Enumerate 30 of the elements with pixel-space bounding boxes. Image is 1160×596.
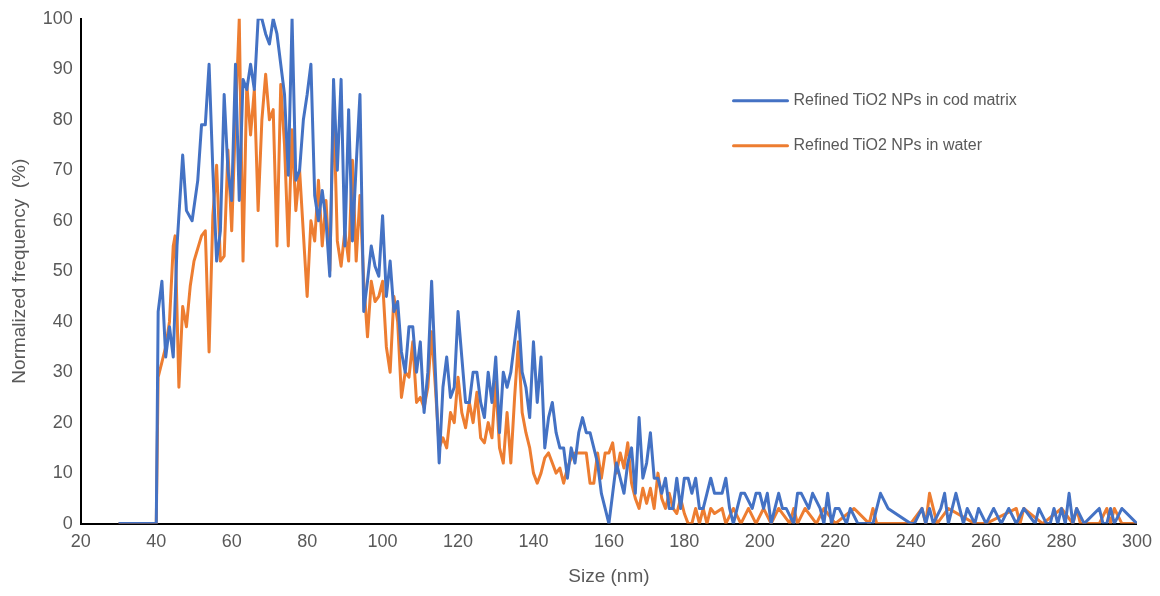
y-tick-label: 70 (52, 159, 73, 180)
x-tick-label: 200 (744, 531, 775, 552)
x-tick-label: 140 (518, 531, 549, 552)
x-tick-label: 100 (367, 531, 398, 552)
x-tick-label: 300 (1121, 531, 1153, 552)
y-tick-label: 100 (42, 7, 73, 28)
x-tick-label: 40 (146, 531, 167, 552)
y-tick-label: 10 (52, 462, 73, 483)
x-tick-label: 220 (820, 531, 851, 552)
y-tick-label: 30 (52, 361, 73, 382)
x-tick-label: 240 (895, 531, 926, 552)
y-tick-label: 50 (52, 260, 73, 281)
y-tick-label: 0 (62, 512, 73, 533)
y-tick-label: 60 (52, 209, 73, 230)
x-tick-label: 160 (593, 531, 624, 552)
y-tick-label: 40 (52, 310, 73, 331)
y-tick-label: 80 (52, 108, 73, 129)
legend-label: Refined TiO2 NPs in cod matrix (793, 91, 1017, 109)
y-tick-label: 20 (52, 411, 73, 432)
x-tick-label: 260 (971, 531, 1002, 552)
x-tick-label: 120 (443, 531, 474, 552)
x-tick-label: 280 (1046, 531, 1077, 552)
y-axis-title: Normalized frequency (%) (7, 158, 29, 384)
x-tick-label: 180 (669, 531, 700, 552)
x-tick-label: 80 (297, 531, 318, 552)
x-tick-label: 60 (221, 531, 242, 552)
legend-label: Refined TiO2 NPs in water (793, 136, 983, 154)
y-tick-label: 90 (52, 58, 73, 79)
x-axis-title: Size (nm) (568, 564, 650, 586)
x-tick-label: 20 (70, 531, 91, 552)
